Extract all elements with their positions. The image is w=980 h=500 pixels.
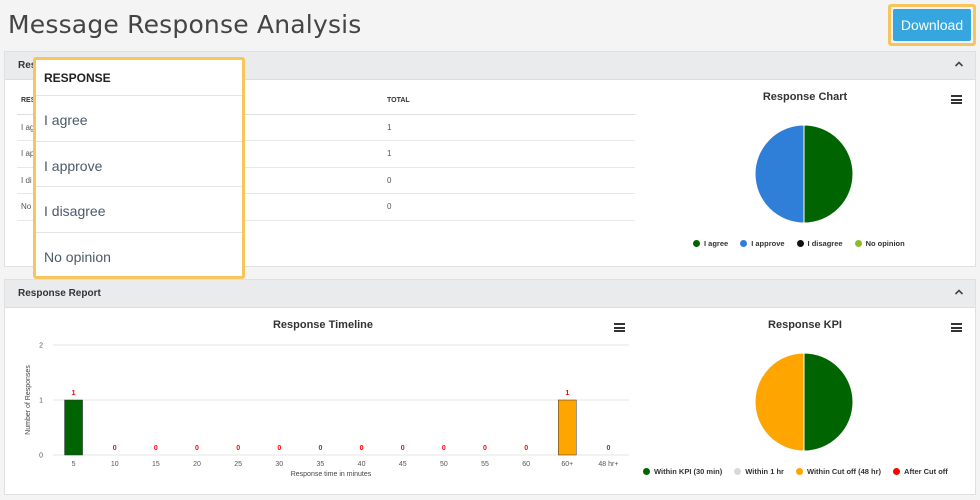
pie-slice-within-kpi-30-min[interactable] (803, 352, 854, 452)
total-cell: 0 (387, 193, 635, 221)
legend-label: Within Cut off (48 hr) (806, 467, 882, 476)
response-panel-title: Res (18, 60, 37, 71)
total-cell: 0 (387, 167, 635, 194)
download-highlight: Download (888, 4, 976, 46)
x-tick-label: 35 (317, 461, 325, 468)
bar-data-label: 0 (360, 445, 364, 452)
legend-marker (740, 240, 748, 247)
legend-marker (893, 468, 901, 475)
legend-label: Within KPI (30 min) (654, 467, 723, 476)
bar-data-label: 1 (72, 390, 76, 397)
response-chart-title: Response Chart (762, 91, 848, 103)
legend-item[interactable]: Within KPI (30 min) (643, 467, 722, 476)
bar-data-label: 0 (606, 445, 610, 452)
legend-item[interactable]: After Cut off (893, 467, 948, 476)
x-tick-label: 40 (358, 461, 366, 468)
pie-slice-i-approve[interactable] (754, 124, 805, 224)
dropdown-header: RESPONSE (36, 60, 242, 96)
legend-marker (795, 468, 803, 475)
dropdown-item-no-opinion[interactable]: No opinion (44, 248, 111, 265)
x-tick-label: 5 (72, 461, 76, 468)
dropdown-item-i-approve[interactable]: I approve (36, 142, 242, 187)
kpi-pie-chart (754, 352, 854, 452)
legend-item[interactable]: No opinion (854, 239, 905, 248)
dropdown-item-i-agree[interactable]: I agree (36, 96, 242, 142)
y-tick-label: 1 (39, 398, 43, 405)
x-tick-label: 45 (399, 461, 407, 468)
x-tick-label: 30 (275, 461, 283, 468)
page-title: Message Response Analysis (8, 10, 362, 39)
legend-marker (796, 240, 804, 247)
bar-data-label: 0 (483, 445, 487, 452)
chevron-up-icon[interactable] (953, 287, 965, 299)
bar-data-label: 0 (113, 445, 117, 452)
x-tick-label: 50 (440, 461, 448, 468)
y-tick-label: 2 (39, 343, 43, 350)
y-tick-label: 0 (39, 453, 43, 460)
x-tick-label: 10 (111, 461, 119, 468)
x-tick-label: 25 (234, 461, 242, 468)
response-dropdown: RESPONSE I agree I approve I disagree No… (33, 57, 245, 279)
kpi-chart-title: Response KPI (768, 319, 842, 331)
timeline-menu-icon[interactable] (614, 323, 625, 332)
download-button[interactable]: Download (893, 9, 971, 41)
legend-item[interactable]: I disagree (796, 239, 843, 248)
legend-item[interactable]: Within Cut off (48 hr) (795, 467, 882, 476)
bar-data-label: 0 (277, 445, 281, 452)
legend-label: Within 1 hr (745, 467, 784, 476)
x-tick-label: 15 (152, 461, 160, 468)
bar-data-label: 0 (195, 445, 199, 452)
dropdown-item-i-disagree[interactable]: I disagree (36, 187, 242, 233)
column-header-total[interactable]: TOTAL (387, 88, 635, 115)
pie-slice-i-agree[interactable] (803, 124, 854, 224)
x-tick-label: 48 hr+ (598, 461, 618, 468)
legend-marker (643, 468, 650, 475)
legend-label: I disagree (807, 239, 843, 248)
legend-marker (693, 240, 700, 247)
chart-menu-icon[interactable] (951, 95, 962, 104)
total-cell: 1 (387, 114, 635, 141)
legend-item[interactable]: I approve (740, 239, 785, 248)
x-tick-label: 20 (193, 461, 201, 468)
bar-data-label: 0 (401, 445, 405, 452)
x-tick-label: 60+ (561, 461, 573, 468)
x-tick-label: 55 (481, 461, 489, 468)
kpi-chart-legend: Within KPI (30 min) Within 1 hr Within Cut… (643, 467, 960, 476)
legend-marker (854, 240, 862, 247)
timeline-chart-title: Response Timeline (272, 319, 374, 331)
bar-data-label: 0 (318, 445, 322, 452)
kpi-menu-icon[interactable] (951, 323, 962, 332)
response-report-title: Response Report (18, 288, 101, 299)
bar-data-label: 0 (524, 445, 528, 452)
pie-slice-within-cut-off-48-hr[interactable] (754, 352, 805, 452)
bar-data-label: 0 (442, 445, 446, 452)
legend-item[interactable]: Within 1 hr (734, 467, 784, 476)
total-cell: 1 (387, 140, 635, 168)
timeline-bar[interactable] (558, 399, 577, 456)
timeline-bar[interactable] (64, 399, 83, 456)
legend-label: I agree (704, 239, 729, 248)
bar-data-label: 0 (236, 445, 240, 452)
x-tick-label: 60 (522, 461, 530, 468)
response-pie-chart (754, 124, 854, 224)
response-report-panel: Response Report Response Timeline 0 1 2 Num… (4, 279, 976, 495)
legend-label: I approve (751, 239, 785, 248)
chevron-up-icon[interactable] (953, 59, 965, 71)
legend-marker (734, 468, 742, 475)
legend-label: No opinion (865, 239, 905, 248)
response-chart-legend: I agree I approve I disagree No opinion (693, 239, 917, 248)
legend-label: After Cut off (904, 467, 948, 476)
response-report-header: Response Report (5, 280, 975, 308)
bar-data-label: 0 (154, 445, 158, 452)
legend-item[interactable]: I agree (693, 239, 728, 248)
y-axis-label: Number of Responses (25, 365, 32, 435)
bar-data-label: 1 (565, 390, 569, 397)
x-axis-label: Response time in minutes (291, 471, 372, 478)
